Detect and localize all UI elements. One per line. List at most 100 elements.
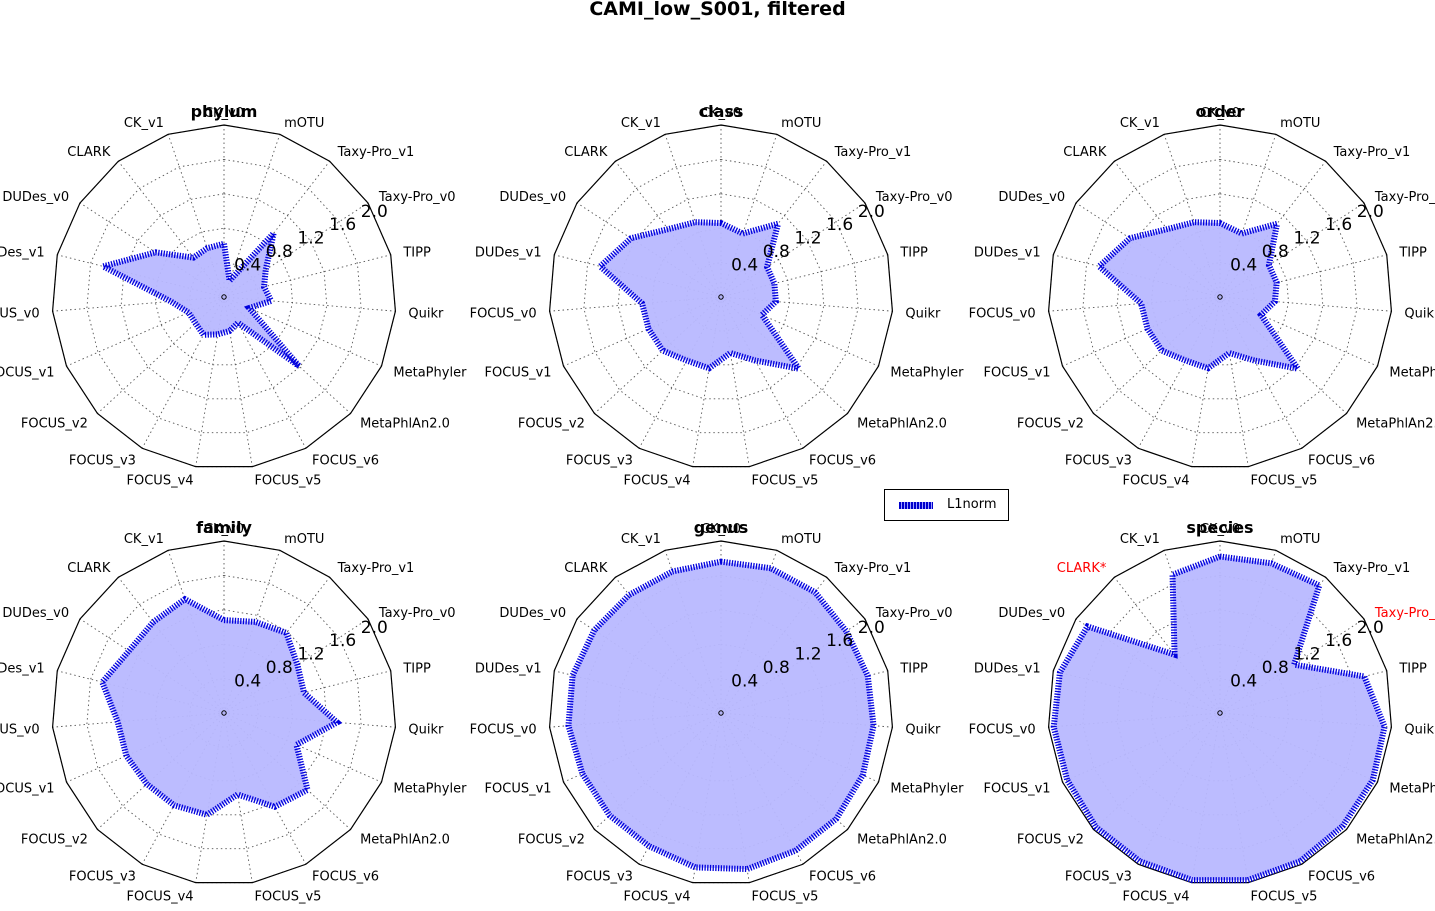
axis-label-FOCUS_v2: FOCUS_v2: [518, 832, 585, 847]
axis-label-DUDes_v1: DUDes_v1: [475, 246, 542, 261]
spoke-CK_v1: [167, 134, 225, 298]
axis-label-Taxy-Pro_v1: Taxy-Pro_v1: [337, 145, 415, 160]
data-point-FOCUS_v6: [1254, 360, 1256, 362]
radial-tick-label: 1.6: [1325, 215, 1352, 235]
radial-tick-label: 1.6: [826, 631, 853, 651]
axis-label-TIPP: TIPP: [899, 246, 928, 261]
spoke-FOCUS_v4: [195, 296, 225, 467]
axis-label-FOCUS_v6: FOCUS_v6: [809, 870, 876, 885]
radial-tick-label: 0.4: [1230, 672, 1257, 692]
data-point-Quikr: [873, 725, 875, 727]
data-point-Taxy-Pro_v1: [1319, 585, 1321, 587]
axis-label-FOCUS_v5: FOCUS_v5: [1250, 473, 1317, 488]
center-marker: [718, 710, 724, 716]
outer-frame: [1047, 124, 1393, 468]
data-point-CLARK: [152, 621, 154, 623]
axis-label-CK_v0: CK_v0: [701, 522, 741, 537]
spoke-FOCUS_v0: [549, 296, 722, 312]
spoke-mOTU: [720, 134, 778, 298]
panel-title: family: [196, 518, 252, 537]
axis-label-CK_v1: CK_v1: [1120, 532, 1160, 547]
axis-label-Quikr: Quikr: [408, 722, 444, 737]
spoke-FOCUS_v5: [720, 296, 750, 467]
spoke-Quikr: [223, 296, 396, 312]
axis-label-MetaPhyler: MetaPhyler: [393, 365, 467, 380]
data-point-Taxy-Pro_v1: [273, 232, 275, 234]
axis-label-Taxy-Pro_v0: Taxy-Pro_v0: [378, 606, 456, 621]
axis-label-Taxy-Pro_v1: Taxy-Pro_v1: [834, 145, 912, 160]
spoke-FOCUS_v2: [97, 296, 225, 414]
spoke-FOCUS_v0: [52, 296, 225, 312]
radial-tick-label: 1.2: [1293, 645, 1320, 665]
data-point-Taxy-Pro_v0: [265, 269, 267, 271]
spoke-FOCUS_v4: [1191, 296, 1221, 467]
axis-label-FOCUS_v1: FOCUS_v1: [984, 781, 1051, 796]
axis-label-mOTU: mOTU: [1280, 116, 1320, 131]
axis-label-MetaPhyler: MetaPhyler: [1389, 781, 1435, 796]
data-point-DUDes_v0: [128, 650, 130, 652]
axis-label-FOCUS_v2: FOCUS_v2: [518, 416, 585, 431]
data-point-CK_v1: [1194, 221, 1196, 223]
data-point-MetaPhyler: [862, 774, 864, 776]
axis-label-FOCUS_v1: FOCUS_v1: [984, 365, 1051, 380]
data-point-FOCUS_v6: [795, 850, 797, 852]
data-point-CLARK: [1166, 228, 1168, 230]
axis-label-DUDes_v0: DUDes_v0: [2, 190, 69, 205]
data-point-Taxy-Pro_v1: [814, 591, 816, 593]
outer-frame: [51, 540, 397, 884]
spoke-CK_v1: [1163, 134, 1221, 298]
axis-label-Quikr: Quikr: [408, 306, 444, 321]
axis-label-MetaPhlAn2.0: MetaPhlAn2.0: [1356, 832, 1435, 847]
data-point-FOCUS_v4: [217, 334, 219, 336]
data-point-FOCUS_v3: [648, 845, 650, 847]
data-point-DUDes_v1: [1098, 266, 1100, 268]
spoke-CLARK: [1114, 576, 1221, 714]
spoke-FOCUS_v1: [1062, 296, 1221, 367]
data-point-mOTU: [254, 621, 256, 623]
data-point-DUDes_v1: [102, 266, 104, 268]
axis-label-FOCUS_v3: FOCUS_v3: [1065, 454, 1132, 469]
axis-label-FOCUS_v4: FOCUS_v4: [624, 473, 691, 488]
data-point-mOTU: [770, 567, 772, 569]
series-area-L1norm: [1099, 222, 1298, 369]
spoke-FOCUS_v3: [1137, 296, 1221, 449]
axis-label-FOCUS_v3: FOCUS_v3: [1065, 870, 1132, 885]
spoke-FOCUS_v4: [692, 296, 722, 467]
data-point-DUDes_v0: [630, 237, 632, 239]
axis-label-FOCUS_v1: FOCUS_v1: [485, 365, 552, 380]
axis-label-FOCUS_v5: FOCUS_v5: [751, 473, 818, 488]
spoke-MetaPhyler: [720, 296, 879, 367]
data-point-TIPP: [303, 692, 305, 694]
axis-label-FOCUS_v0: FOCUS_v0: [470, 722, 537, 737]
data-point-mOTU: [1271, 563, 1273, 565]
axis-label-FOCUS_v4: FOCUS_v4: [1123, 473, 1190, 488]
data-point-FOCUS_v3: [1185, 360, 1187, 362]
data-point-DUDes_v1: [1059, 672, 1061, 674]
axis-label-FOCUS_v0: FOCUS_v0: [470, 306, 537, 321]
axis-label-CLARK: CLARK: [67, 561, 111, 576]
data-point-CK_v0: [223, 243, 225, 245]
radar-panel-order: 0.40.81.21.62.0 CK_v0 mOTU Taxy-Pro_v1 Taxy-…: [969, 102, 1435, 488]
data-point-FOCUS_v1: [126, 755, 128, 757]
axis-label-DUDes_v0: DUDes_v0: [499, 190, 566, 205]
data-point-FOCUS_v3: [173, 804, 175, 806]
data-point-MetaPhlAn2.0: [1297, 368, 1299, 370]
axis-label-mOTU: mOTU: [284, 532, 324, 547]
axis-label-FOCUS_v5: FOCUS_v5: [751, 889, 818, 904]
spoke-FOCUS_v6: [1219, 296, 1303, 449]
axis-label-CK_v0: CK_v0: [204, 522, 244, 537]
axis-label-CLARK: CLARK: [67, 145, 111, 160]
outer-frame: [51, 124, 397, 468]
spoke-MetaPhyler: [1219, 296, 1378, 367]
spoke-Taxy-Pro_v1: [223, 160, 330, 298]
radial-tick-label: 1.6: [826, 215, 853, 235]
spoke-TIPP: [223, 254, 391, 298]
axis-label-FOCUS_v2: FOCUS_v2: [1017, 832, 1084, 847]
radial-tick-label: 0.4: [1230, 256, 1257, 276]
axis-label-Taxy-Pro_v0: Taxy-Pro_v0: [1374, 190, 1435, 205]
data-point-FOCUS_v2: [662, 350, 664, 352]
axis-label-DUDes_v1: DUDes_v1: [974, 246, 1041, 261]
axis-label-MetaPhyler: MetaPhyler: [890, 781, 964, 796]
axis-label-FOCUS_v3: FOCUS_v3: [566, 454, 633, 469]
